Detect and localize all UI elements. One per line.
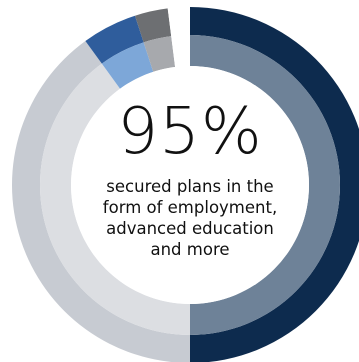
- donut-hole: [71, 66, 309, 304]
- center-percentage: 95%: [117, 95, 263, 169]
- inner-ring-slice-4: [143, 36, 176, 72]
- caption-line-1: secured plans in the: [106, 177, 274, 196]
- outer-ring-slice-4: [134, 8, 172, 43]
- inner-ring-slice-3: [101, 42, 154, 89]
- outer-ring-slice-1: [190, 7, 359, 362]
- outer-ring-slice-5: [167, 7, 190, 37]
- outer-ring-slice-2: [12, 40, 190, 362]
- caption-line-4: and more: [150, 240, 230, 259]
- outer-ring-slice-3: [85, 15, 144, 64]
- inner-ring-slice-2: [40, 63, 190, 335]
- caption-line-2: form of employment,: [102, 198, 278, 217]
- inner-ring-slice-1: [190, 35, 340, 335]
- caption-line-3: advanced education: [106, 219, 274, 238]
- inner-ring-slice-5: [171, 35, 190, 67]
- center-caption: secured plans in the form of employment,…: [0, 176, 359, 260]
